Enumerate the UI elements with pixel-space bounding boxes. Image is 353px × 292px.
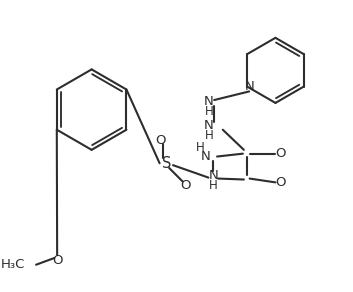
Text: O: O <box>275 147 286 160</box>
Text: S: S <box>162 156 171 171</box>
Text: O: O <box>155 134 166 147</box>
Text: N: N <box>203 119 213 132</box>
Text: H: H <box>204 105 213 118</box>
Text: H₃C: H₃C <box>1 258 25 271</box>
Text: O: O <box>275 176 286 189</box>
Text: N: N <box>244 80 254 93</box>
Text: O: O <box>52 254 62 267</box>
Text: H: H <box>209 179 217 192</box>
Text: H: H <box>196 141 204 154</box>
Text: N: N <box>201 150 210 163</box>
Text: N: N <box>208 169 218 182</box>
Text: H: H <box>204 129 213 142</box>
Text: N: N <box>203 95 213 108</box>
Text: O: O <box>180 179 191 192</box>
